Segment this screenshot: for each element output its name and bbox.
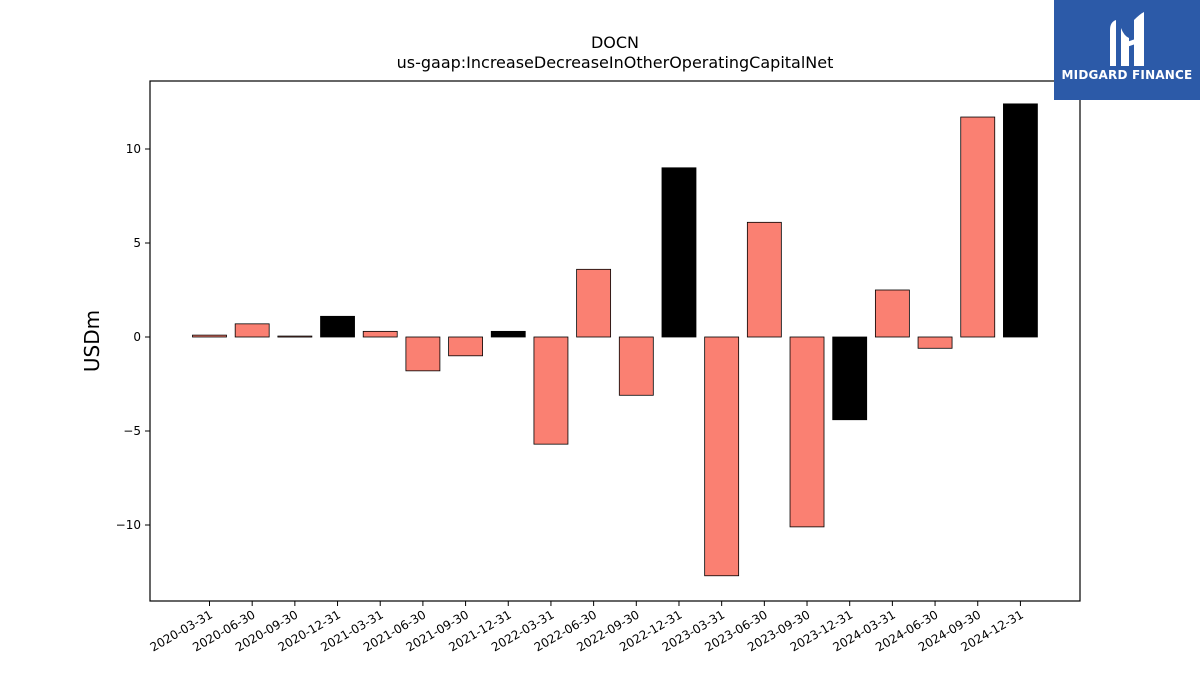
bar-2023-03-31 [704,336,740,577]
bar-2023-09-30 [789,336,825,528]
y-tick-label: 10 [126,142,141,156]
bar-2022-12-31 [661,167,697,338]
bar-2024-12-31 [1003,103,1038,338]
plot-frame [149,80,1081,602]
y-tick-label: 5 [133,236,141,250]
bar-2021-12-31 [490,330,526,338]
bar-2022-06-30 [576,268,612,338]
bar-2022-03-31 [533,336,569,445]
bar-2020-03-31 [192,334,227,338]
y-axis-label: USDm [80,310,104,372]
y-axis: 10 5 0 −5 −10 [116,142,150,532]
bar-2024-06-30 [917,336,953,349]
bar-2022-09-30 [618,336,654,396]
y-tick-label: 0 [133,330,141,344]
chart-title: DOCN [591,33,639,52]
y-tick-label: −10 [116,518,141,532]
bar-2021-09-30 [448,336,483,357]
bar-2023-06-30 [746,221,782,338]
bar-2024-09-30 [960,116,996,338]
bar-2024-03-31 [874,289,910,338]
bar-2020-09-30 [277,335,313,338]
chart-subtitle: us-gaap:IncreaseDecreaseInOtherOperating… [397,53,834,72]
midgard-logo-icon [1110,12,1144,66]
bar-2023-12-31 [832,336,868,421]
midgard-finance-logo: MIDGARD FINANCE [1054,0,1200,100]
bar-2021-06-30 [405,336,441,372]
bar-2020-12-31 [320,315,355,338]
bars-group [192,103,1038,577]
bar-2021-03-31 [362,330,398,338]
x-axis: 2020-03-312020-06-302020-09-302020-12-31… [148,601,1026,654]
y-tick-label: −5 [123,424,141,438]
logo-text: MIDGARD FINANCE [1061,68,1193,82]
bar-2020-06-30 [234,323,270,338]
